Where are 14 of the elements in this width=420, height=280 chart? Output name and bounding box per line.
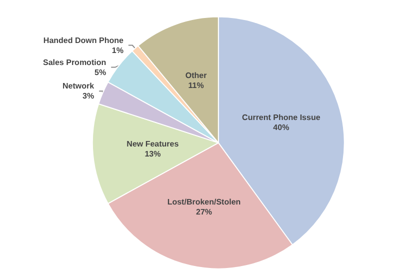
data-label: 40% [273,122,290,132]
slice-label: Sales Promotion [42,58,106,67]
slice-label: Current Phone Issue [242,112,321,122]
slice-label: Lost/Broken/Stolen [167,198,241,207]
slice-label: Handed Down Phone [43,36,124,45]
data-label: 5% [94,68,106,77]
data-label: 11% [188,81,204,90]
data-label: 1% [112,46,124,55]
slice-label: New Features [126,140,180,149]
slice-label: Other [185,71,207,80]
data-label: 13% [144,150,161,159]
slice-label: Network [62,82,95,91]
data-label: 3% [82,92,94,101]
data-label: 27% [196,208,212,217]
